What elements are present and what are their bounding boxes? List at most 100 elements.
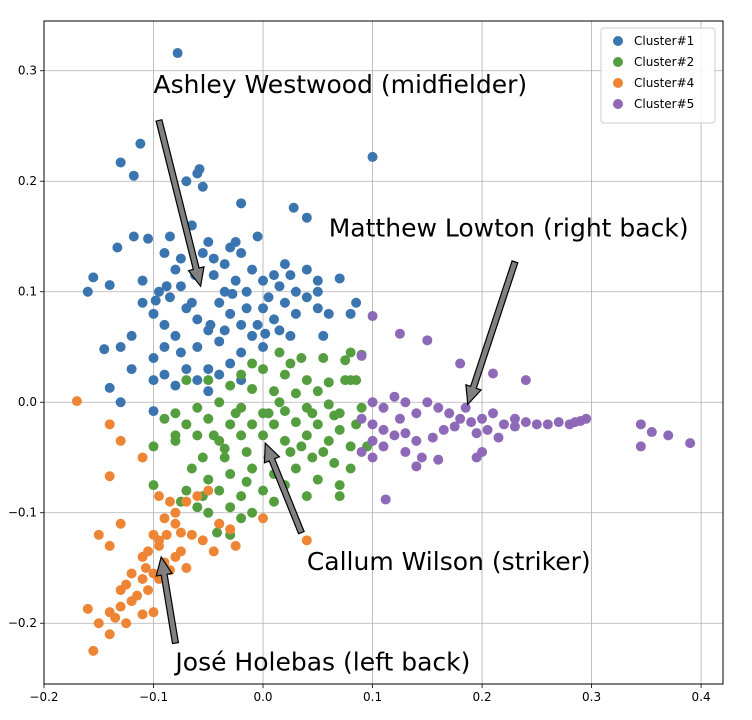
x-tick-label: −0.1 [139, 690, 168, 704]
data-point-cluster-4 [197, 535, 208, 546]
data-point-cluster-1 [148, 353, 159, 364]
data-point-cluster-1 [334, 273, 345, 284]
data-point-cluster-1 [82, 286, 93, 297]
data-point-cluster-1 [164, 292, 175, 303]
data-point-cluster-4 [121, 618, 132, 629]
data-point-cluster-5 [444, 408, 455, 419]
legend-label: Cluster#4 [634, 76, 694, 90]
data-point-cluster-1 [247, 264, 258, 275]
data-point-cluster-1 [274, 325, 285, 336]
data-point-cluster-1 [268, 270, 279, 281]
data-point-cluster-4 [230, 540, 241, 551]
data-point-cluster-2 [236, 430, 247, 441]
data-point-cluster-4 [104, 471, 115, 482]
data-point-cluster-2 [236, 369, 247, 380]
data-point-cluster-5 [356, 413, 367, 424]
data-point-cluster-5 [400, 428, 411, 439]
data-point-cluster-4 [137, 551, 148, 562]
data-point-cluster-4 [93, 618, 104, 629]
data-point-cluster-2 [236, 491, 247, 502]
grid-lines [43, 21, 723, 684]
data-point-cluster-1 [214, 336, 225, 347]
data-point-cluster-5 [400, 446, 411, 457]
data-point-cluster-4 [301, 535, 312, 546]
data-point-cluster-1 [115, 341, 126, 352]
data-point-cluster-1 [219, 325, 230, 336]
data-point-cluster-4 [186, 529, 197, 540]
data-point-cluster-1 [279, 259, 290, 270]
data-point-cluster-5 [509, 421, 520, 432]
data-point-cluster-1 [263, 292, 274, 303]
data-point-cluster-1 [135, 138, 146, 149]
y-tick-label: −0.1 [8, 506, 37, 520]
data-point-cluster-1 [170, 380, 181, 391]
legend-label: Cluster#5 [634, 97, 694, 111]
data-point-cluster-1 [241, 303, 252, 314]
data-point-cluster-4 [104, 419, 115, 430]
data-point-cluster-2 [170, 408, 181, 419]
data-point-cluster-2 [301, 375, 312, 386]
data-point-cluster-1 [203, 237, 214, 247]
data-point-cluster-5 [411, 461, 422, 472]
data-point-cluster-1 [153, 286, 164, 297]
data-point-cluster-5 [477, 446, 488, 457]
data-point-cluster-2 [318, 353, 329, 364]
data-point-cluster-2 [290, 417, 301, 428]
annotation-arrow [155, 118, 205, 288]
data-point-cluster-5 [466, 417, 477, 428]
data-point-cluster-2 [318, 446, 329, 457]
annotation-arrow [263, 441, 305, 535]
data-point-cluster-2 [219, 452, 230, 463]
data-point-cluster-4 [71, 396, 82, 407]
data-point-cluster-1 [230, 275, 241, 286]
data-point-cluster-5 [378, 424, 389, 435]
annotation-labels: Ashley Westwood (midfielder) Matthew Lowt… [154, 70, 689, 677]
data-point-cluster-5 [394, 413, 405, 424]
annotation-label: José Holebas (left back) [173, 648, 470, 677]
data-point-cluster-1 [214, 297, 225, 308]
data-point-cluster-1 [197, 248, 208, 259]
annotation-label: Matthew Lowton (right back) [329, 213, 689, 242]
data-point-cluster-1 [285, 270, 296, 281]
data-point-cluster-5 [471, 428, 482, 439]
x-tick-label: 0.1 [363, 690, 382, 704]
data-point-cluster-1 [175, 347, 186, 358]
data-point-cluster-2 [159, 413, 170, 424]
data-point-cluster-2 [296, 441, 307, 452]
data-point-cluster-5 [378, 402, 389, 413]
data-point-cluster-2 [225, 469, 236, 480]
data-point-cluster-5 [378, 441, 389, 452]
data-point-cluster-5 [449, 421, 460, 432]
data-point-cluster-4 [170, 518, 181, 529]
data-point-cluster-1 [290, 308, 301, 319]
data-point-cluster-2 [230, 408, 241, 419]
data-point-cluster-1 [205, 319, 216, 330]
data-point-cluster-1 [258, 275, 269, 286]
data-point-cluster-2 [181, 485, 192, 496]
data-point-cluster-1 [150, 295, 161, 306]
data-point-cluster-1 [175, 281, 186, 292]
data-point-cluster-2 [203, 474, 214, 485]
data-point-cluster-2 [241, 476, 252, 487]
data-point-cluster-1 [115, 397, 126, 408]
data-point-cluster-1 [194, 164, 205, 175]
data-point-cluster-5 [488, 368, 499, 379]
data-point-cluster-4 [192, 491, 203, 502]
data-point-cluster-1 [268, 314, 279, 325]
data-point-cluster-1 [236, 319, 247, 330]
y-tick-label: 0.1 [18, 285, 37, 299]
data-point-cluster-1 [137, 275, 148, 286]
data-point-cluster-5 [438, 424, 449, 435]
data-point-cluster-4 [208, 546, 219, 557]
data-point-cluster-2 [186, 463, 197, 474]
data-point-cluster-2 [274, 347, 285, 358]
data-point-cluster-4 [104, 540, 115, 551]
data-point-cluster-4 [115, 601, 126, 612]
data-point-cluster-5 [367, 397, 378, 408]
data-point-cluster-4 [126, 568, 137, 579]
data-point-cluster-5 [685, 438, 696, 449]
data-point-cluster-1 [126, 364, 137, 375]
data-point-cluster-5 [356, 446, 367, 457]
data-point-cluster-5 [422, 397, 433, 408]
data-point-cluster-1 [148, 406, 159, 417]
